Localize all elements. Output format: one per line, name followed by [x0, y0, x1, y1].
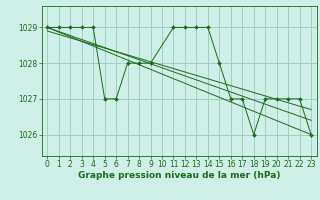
X-axis label: Graphe pression niveau de la mer (hPa): Graphe pression niveau de la mer (hPa): [78, 171, 280, 180]
